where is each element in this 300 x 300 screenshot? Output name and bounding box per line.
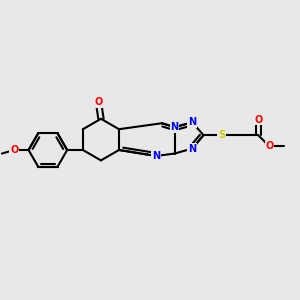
Text: O: O bbox=[94, 98, 103, 107]
Text: N: N bbox=[188, 117, 196, 128]
Text: N: N bbox=[171, 122, 179, 132]
Text: N: N bbox=[188, 143, 196, 154]
Text: O: O bbox=[10, 145, 18, 155]
Text: S: S bbox=[218, 130, 225, 140]
Text: O: O bbox=[254, 115, 262, 125]
Text: N: N bbox=[152, 151, 160, 161]
Text: O: O bbox=[266, 141, 274, 152]
